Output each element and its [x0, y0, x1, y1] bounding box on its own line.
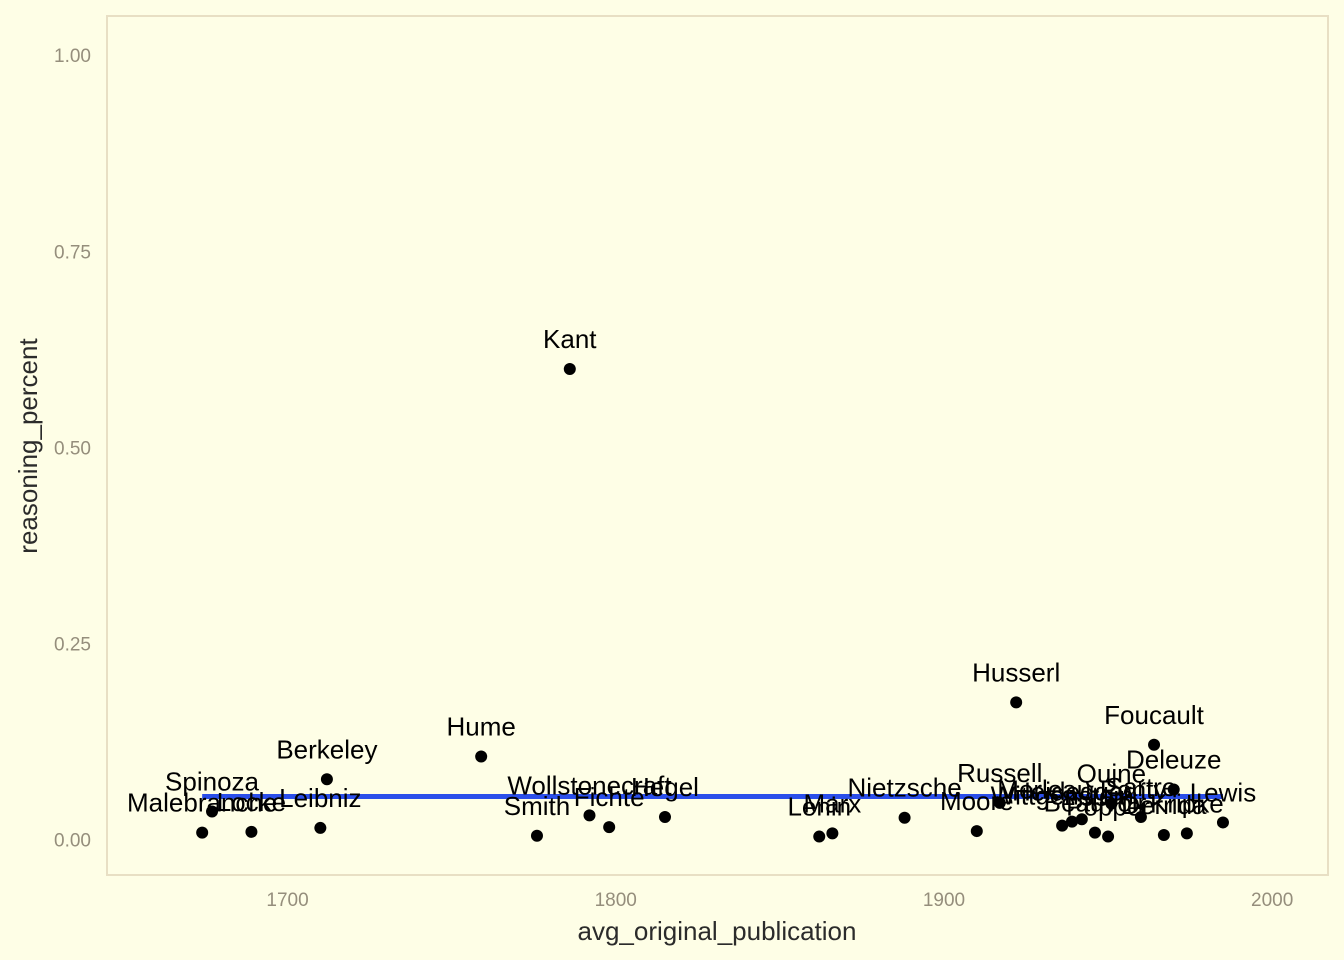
- y-tick-label: 1.00: [54, 46, 91, 67]
- x-axis-title: avg_original_publication: [578, 916, 857, 946]
- data-point: [530, 829, 543, 842]
- point-label: Deleuze: [1126, 744, 1221, 774]
- point-label: Marx: [803, 788, 861, 818]
- data-point: [245, 825, 258, 838]
- point-label: Hume: [446, 712, 515, 742]
- point-label: Beauvoir: [1044, 788, 1147, 818]
- data-point: [826, 827, 839, 840]
- data-point: [1148, 738, 1161, 751]
- data-point: [1105, 797, 1118, 810]
- y-axis-ticks: 0.00 0.25 0.50 0.75 1.00: [54, 46, 91, 851]
- point-label: Moore: [940, 786, 1014, 816]
- point-label: Wollstonecraft: [507, 770, 672, 800]
- data-point: [603, 821, 616, 834]
- data-point: [563, 363, 576, 376]
- data-point: [1010, 696, 1023, 709]
- x-axis-ticks: 1700 1800 1900 2000: [266, 890, 1293, 911]
- y-tick-label: 0.75: [54, 242, 91, 263]
- y-tick-label: 0.50: [54, 438, 91, 459]
- x-tick-label: 1900: [923, 890, 965, 911]
- data-point: [1134, 810, 1147, 823]
- point-label: Merleau-Ponty: [997, 774, 1166, 804]
- x-tick-label: 1800: [595, 890, 637, 911]
- data-point: [970, 825, 983, 838]
- data-point: [475, 750, 488, 763]
- point-label: Berkeley: [276, 734, 377, 764]
- data-point: [1180, 827, 1193, 840]
- point-label: Kant: [543, 324, 597, 354]
- y-axis-title: reasoning_percent: [13, 338, 43, 554]
- data-point: [813, 830, 826, 843]
- data-point: [1102, 830, 1115, 843]
- data-point: [1157, 828, 1170, 841]
- y-tick-label: 0.25: [54, 635, 91, 656]
- data-point: [993, 796, 1006, 809]
- point-label: Popper: [1066, 792, 1150, 822]
- point-label: Lenin: [787, 792, 851, 822]
- point-label: Wittgenstein: [991, 781, 1134, 811]
- data-point: [1056, 819, 1069, 832]
- point-label: Malebranche: [127, 788, 277, 818]
- point-label: Lewis: [1190, 777, 1256, 807]
- point-label: Nietzsche: [848, 773, 962, 803]
- data-point: [658, 810, 671, 823]
- x-tick-label: 1700: [266, 890, 308, 911]
- data-point: [206, 805, 219, 818]
- point-label: Hegel: [631, 772, 699, 802]
- point-label: Russell: [957, 758, 1042, 788]
- point-label: Smith: [504, 791, 570, 821]
- point-label: Locke: [217, 787, 286, 817]
- data-point: [1065, 815, 1078, 828]
- data-point: [320, 773, 333, 786]
- data-point: [1216, 816, 1229, 829]
- point-label: Husserl: [972, 657, 1060, 687]
- data-point: [314, 821, 327, 834]
- point-label: Quine: [1077, 759, 1146, 789]
- data-points: [196, 363, 1229, 843]
- point-label: Foucault: [1104, 700, 1204, 730]
- point-label: Kripke: [1150, 788, 1224, 818]
- data-point: [898, 811, 911, 824]
- plot-panel: [106, 15, 1329, 876]
- point-label: Sartre: [1106, 772, 1177, 802]
- data-point: [1167, 783, 1180, 796]
- data-point: [1088, 826, 1101, 839]
- data-point: [583, 809, 596, 822]
- data-point: [1075, 813, 1088, 826]
- point-label: Derrida: [1121, 790, 1207, 820]
- y-tick-label: 0.00: [54, 831, 91, 852]
- point-label: Heidegger: [1012, 777, 1132, 807]
- x-tick-label: 2000: [1251, 890, 1293, 911]
- point-label: Leibniz: [279, 783, 361, 813]
- point-label: Spinoza: [165, 766, 259, 796]
- data-point: [196, 826, 209, 839]
- point-label: Fichte: [574, 782, 645, 812]
